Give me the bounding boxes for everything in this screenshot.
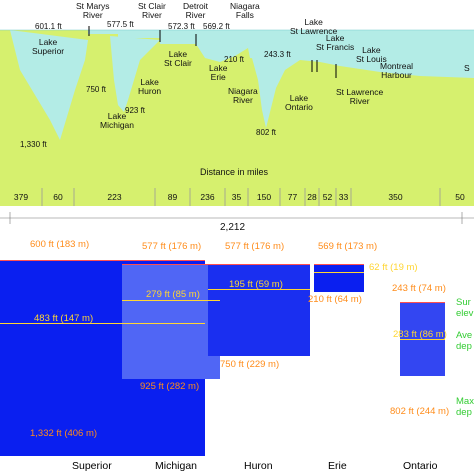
- erie-surface-label: 569 ft (173 m): [318, 241, 378, 252]
- label-montreal-harbour: Montreal Harbour: [380, 61, 414, 80]
- elev-ontario-surface: 243.3 ft: [264, 50, 291, 59]
- water-profile: [0, 30, 474, 78]
- superior-avg-line: [0, 323, 205, 324]
- elev-superior-depth: 1,330 ft: [20, 140, 47, 149]
- ontario-avg-line: [400, 339, 445, 340]
- segment-distance: 223: [107, 192, 122, 202]
- lake-name-huron: Huron: [244, 460, 273, 472]
- segment-distance: 89: [167, 192, 178, 202]
- huron-depth-box: [208, 264, 310, 356]
- ontario-surface-line: [400, 302, 445, 303]
- michigan-avg-line: [122, 300, 220, 301]
- segment-distance: 77: [287, 192, 298, 202]
- legend-average-depth: Ave dep: [456, 330, 473, 352]
- michigan-surface-line: [122, 264, 220, 265]
- elev-michigan-depth: 923 ft: [125, 106, 146, 115]
- superior-surface-label: 600 ft (183 m): [30, 239, 90, 250]
- erie-avg-label: 62 ft (19 m): [369, 262, 418, 273]
- lake-name-ontario: Ontario: [403, 460, 438, 472]
- lake-name-erie: Erie: [328, 460, 347, 472]
- sky-area: [0, 0, 474, 30]
- elev-st-marys: 577.5 ft: [107, 20, 134, 29]
- elev-detroit: 569.2 ft: [203, 22, 230, 31]
- label-detroit-river: Detroit River: [183, 1, 209, 20]
- label-lake-st-louis: Lake St Louis: [356, 45, 387, 64]
- legend-surface-elevation: Sur elev: [456, 297, 474, 319]
- superior-avg-label: 483 ft (147 m): [34, 313, 94, 324]
- superior-basin: [10, 30, 88, 140]
- label-lake-superior: Lake Superior: [32, 37, 65, 56]
- label-st-clair-river: St Clair River: [138, 1, 166, 20]
- superior-surface-line: [0, 260, 205, 261]
- label-st-lawrence-river: St Lawrence River: [336, 87, 384, 106]
- segment-distance: 379: [13, 192, 29, 202]
- total-distance-label: 2,212: [220, 222, 246, 233]
- segment-distance: 33: [338, 192, 349, 202]
- erie-basin: [196, 44, 248, 62]
- superior-max-label: 1,332 ft (406 m): [30, 428, 98, 439]
- segment-dividers: [41, 188, 441, 206]
- lake-name-michigan: Michigan: [155, 460, 198, 472]
- huron-max-label: 750 ft (229 m): [220, 359, 280, 370]
- label-niagara-river: Niagara River: [228, 86, 258, 105]
- label-st-marys-river: St Marys River: [76, 1, 110, 20]
- erie-depth-box: [314, 264, 364, 292]
- label-lake-huron: Lake Huron: [138, 77, 162, 96]
- ontario-max-label: 802 ft (244 m): [390, 406, 450, 417]
- segment-distance: 35: [231, 192, 242, 202]
- elev-superior-surface: 601.1 ft: [35, 22, 62, 31]
- erie-avg-line: [314, 272, 364, 273]
- michigan-max-label: 925 ft (282 m): [140, 381, 200, 392]
- label-niagara-falls: Niagara Falls: [230, 1, 260, 20]
- michigan-surface-label: 577 ft (176 m): [142, 241, 202, 252]
- label-cut-off: S: [464, 63, 470, 73]
- ontario-avg-label: 283 ft (86 m): [393, 329, 447, 340]
- erie-surface-line: [314, 264, 364, 265]
- distance-axis-label: Distance in miles: [200, 167, 269, 177]
- segment-band: [0, 186, 474, 206]
- michigan-depth-box: [122, 264, 220, 379]
- ontario-basin: [252, 58, 300, 128]
- label-lake-st-clair: Lake St Clair: [164, 49, 192, 68]
- segment-distance: 350: [388, 192, 403, 202]
- label-lake-st-francis: Lake St Francis: [316, 33, 355, 52]
- label-lake-ontario: Lake Ontario: [285, 93, 313, 112]
- label-lake-st-lawrence: Lake St Lawrence: [290, 17, 338, 36]
- lake-name-superior: Superior: [72, 460, 112, 472]
- ontario-surface-label: 243 ft (74 m): [392, 283, 446, 294]
- elev-huron-depth: 750 ft: [86, 85, 107, 94]
- elev-st-clair: 572.3 ft: [168, 22, 195, 31]
- legend-max-depth: Max dep: [456, 396, 474, 418]
- erie-max-label: 210 ft (64 m): [308, 294, 362, 305]
- michigan-huron-basin: [110, 36, 160, 112]
- huron-avg-line: [208, 289, 310, 290]
- label-lake-michigan: Lake Michigan: [100, 111, 135, 130]
- segment-distance: 60: [53, 192, 63, 202]
- huron-surface-label: 577 ft (176 m): [225, 241, 285, 252]
- segment-distance: 236: [200, 192, 215, 202]
- label-lake-erie: Lake Erie: [209, 63, 228, 82]
- segment-distance: 28: [307, 192, 317, 202]
- michigan-avg-label: 279 ft (85 m): [146, 289, 200, 300]
- elev-erie-depth: 210 ft: [224, 55, 245, 64]
- segment-distance: 52: [322, 192, 333, 202]
- elevation-profile: [0, 0, 474, 224]
- elev-ontario-depth: 802 ft: [256, 128, 277, 137]
- segment-distance: 50: [455, 192, 465, 202]
- segment-distance: 150: [256, 192, 272, 202]
- huron-avg-label: 195 ft (59 m): [229, 279, 283, 290]
- huron-surface-line: [208, 264, 310, 265]
